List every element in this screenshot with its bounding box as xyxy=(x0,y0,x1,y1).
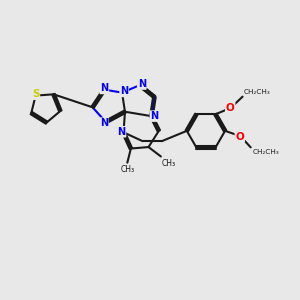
Text: CH₃: CH₃ xyxy=(162,159,176,168)
Text: CH₂CH₃: CH₂CH₃ xyxy=(252,149,279,155)
Text: N: N xyxy=(117,127,125,137)
Text: N: N xyxy=(100,118,108,128)
Text: S: S xyxy=(32,89,39,99)
Text: N: N xyxy=(100,83,108,94)
Text: N: N xyxy=(150,111,158,121)
Text: N: N xyxy=(120,86,128,96)
Text: O: O xyxy=(236,132,244,142)
Text: N: N xyxy=(138,79,146,89)
Text: CH₃: CH₃ xyxy=(120,165,134,174)
Text: O: O xyxy=(226,103,235,112)
Text: CH₂CH₃: CH₂CH₃ xyxy=(244,89,271,95)
